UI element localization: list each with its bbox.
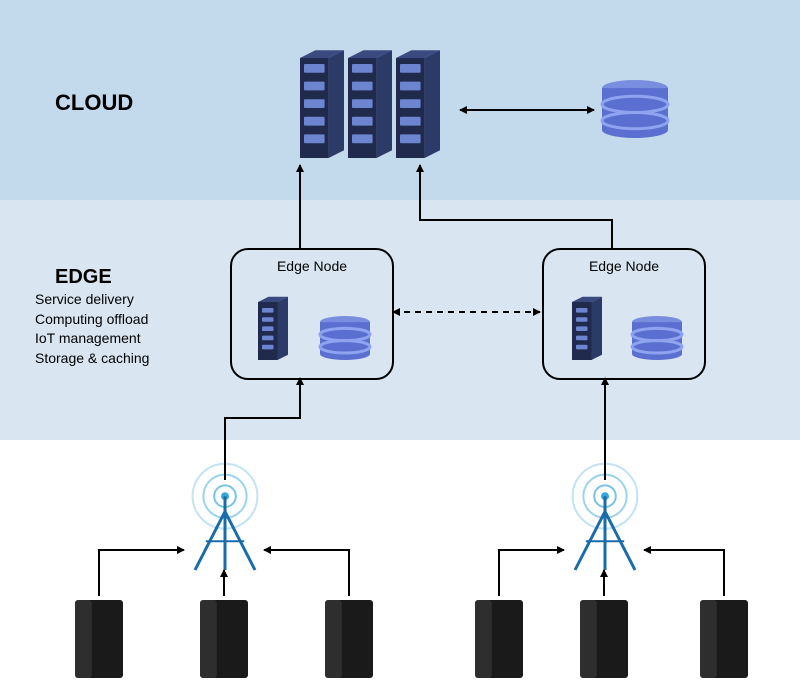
edge-title: EDGE [55,266,112,289]
edge-node-2: Edge Node [542,248,706,380]
edge-subtext: Service delivery Computing offload IoT m… [35,290,149,368]
edge-node-1-label: Edge Node [232,258,392,274]
device-layer [0,440,800,697]
cloud-title: CLOUD [55,90,133,116]
edge-node-2-label: Edge Node [544,258,704,274]
edge-node-1: Edge Node [230,248,394,380]
